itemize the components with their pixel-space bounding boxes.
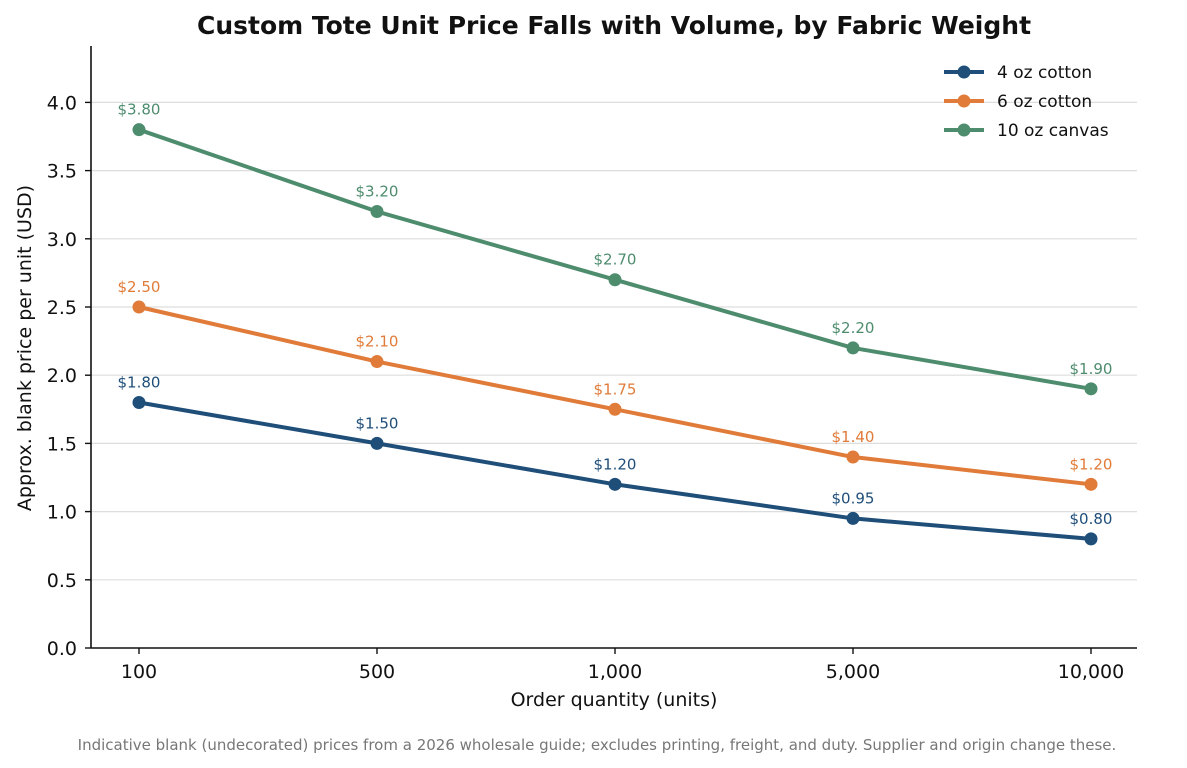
y-tick-label: 4.0 (47, 92, 77, 114)
y-axis-ticks: 0.0 0.5 1.0 1.5 2.0 2.5 3.0 3.5 4.0 (47, 92, 91, 660)
y-tick-label: 1.0 (47, 502, 77, 524)
data-point (846, 511, 860, 525)
data-point (846, 450, 860, 464)
y-tick-label: 2.5 (47, 297, 77, 319)
y-tick-label: 3.5 (47, 161, 77, 183)
data-label: $2.50 (118, 278, 161, 296)
x-tick-label: 1,000 (588, 661, 642, 683)
grid-lines (91, 101, 1137, 581)
series-1: $1.80 $1.50 $1.20 $0.95 $0.80 (118, 373, 1113, 546)
data-label: $1.75 (594, 380, 637, 398)
legend-marker (957, 123, 971, 137)
data-point (132, 395, 146, 409)
y-tick-label: 3.0 (47, 229, 77, 251)
data-point (132, 300, 146, 314)
y-tick-label: 1.5 (47, 433, 77, 455)
legend-item: 4 oz cotton (944, 63, 1092, 83)
legend-label: 10 oz canvas (997, 121, 1109, 141)
data-point (132, 123, 146, 137)
x-axis-ticks: 100 500 1,000 5,000 10,000 (121, 648, 1124, 683)
y-tick-label: 2.0 (47, 365, 77, 387)
y-tick-label: 0.5 (47, 570, 77, 592)
data-label: $2.20 (832, 319, 875, 337)
series-group: $1.80 $1.50 $1.20 $0.95 $0.80 $2.50 $2.10 $1.75… (118, 101, 1113, 546)
y-tick-label: 0.0 (47, 638, 77, 660)
legend-marker (957, 65, 971, 79)
legend-label: 6 oz cotton (997, 92, 1092, 112)
legend-label: 4 oz cotton (997, 63, 1092, 83)
data-label: $1.80 (118, 373, 161, 391)
data-label: $1.20 (594, 455, 637, 473)
data-point (608, 477, 622, 491)
data-point (1084, 382, 1098, 396)
data-label: $1.40 (832, 428, 875, 446)
data-point (846, 341, 860, 355)
data-label: $1.20 (1070, 455, 1113, 473)
data-point (1084, 532, 1098, 546)
data-label: $1.90 (1070, 360, 1113, 378)
data-label: $0.95 (832, 489, 875, 507)
data-label: $1.50 (356, 414, 399, 432)
data-label: $3.20 (356, 183, 399, 201)
data-label: $2.10 (356, 333, 399, 351)
series-3: $3.80 $3.20 $2.70 $2.20 $1.90 (118, 101, 1113, 396)
chart-title: Custom Tote Unit Price Falls with Volume… (197, 11, 1031, 40)
data-label: $3.80 (118, 101, 161, 119)
legend-marker (957, 94, 971, 108)
y-axis-label: Approx. blank price per unit (USD) (14, 185, 36, 511)
data-label: $2.70 (594, 251, 637, 269)
legend-item: 10 oz canvas (944, 121, 1109, 141)
data-point (370, 205, 384, 219)
x-tick-label: 100 (121, 661, 157, 683)
legend-item: 6 oz cotton (944, 92, 1092, 112)
chart-caption: Indicative blank (undecorated) prices fr… (78, 736, 1117, 754)
data-point (608, 273, 622, 287)
x-axis-label: Order quantity (units) (511, 689, 718, 711)
legend: 4 oz cotton 6 oz cotton 10 oz canvas (944, 63, 1109, 141)
series-2: $2.50 $2.10 $1.75 $1.40 $1.20 (118, 278, 1113, 491)
data-label: $0.80 (1070, 510, 1113, 528)
data-point (608, 402, 622, 416)
x-tick-label: 500 (359, 661, 395, 683)
data-point (370, 355, 384, 369)
data-point (1084, 477, 1098, 491)
data-point (370, 436, 384, 450)
x-tick-label: 10,000 (1058, 661, 1124, 683)
x-tick-label: 5,000 (826, 661, 880, 683)
